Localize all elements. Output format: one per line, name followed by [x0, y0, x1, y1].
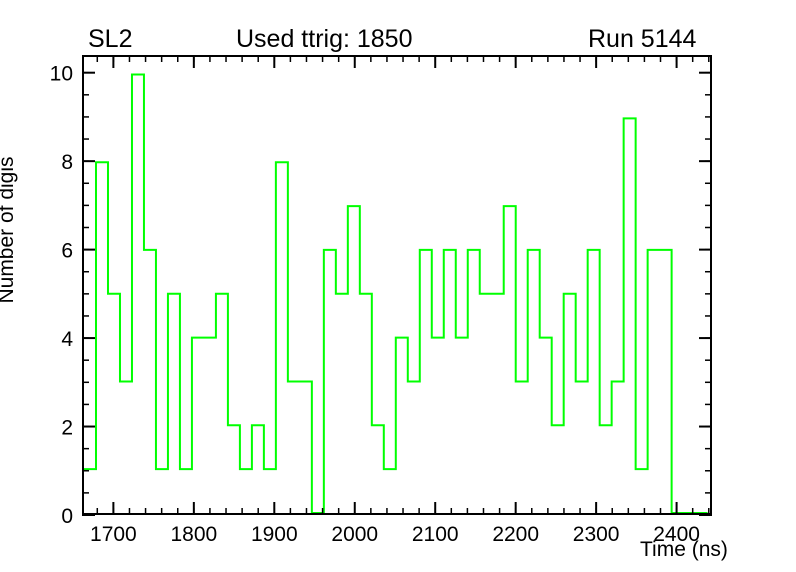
svg-text:8: 8 [61, 151, 73, 174]
pad-title-center: Used ttrig: 1850 [236, 25, 413, 53]
svg-text:2100: 2100 [412, 523, 459, 546]
svg-text:2200: 2200 [492, 523, 539, 546]
y-axis-label-wrapper: Number of digis [0, 120, 25, 340]
x-axis-tick-labels: 1700 1800 1900 2000 2100 2200 2300 2400 [90, 523, 700, 546]
y-axis-tick-labels: 0 2 4 6 8 10 [50, 63, 74, 528]
svg-text:2000: 2000 [331, 523, 378, 546]
data-plot-area [84, 57, 710, 513]
plot-frame [82, 55, 712, 515]
svg-text:1900: 1900 [251, 523, 298, 546]
svg-text:6: 6 [61, 240, 73, 263]
data-series-line [84, 75, 708, 513]
svg-text:4: 4 [61, 328, 73, 351]
svg-text:2300: 2300 [573, 523, 620, 546]
pad-title-right: Run 5144 [588, 25, 697, 53]
svg-text:1800: 1800 [170, 523, 217, 546]
y-axis-label: Number of digis [0, 156, 18, 304]
pad-title-left: SL2 [88, 25, 133, 53]
svg-text:0: 0 [61, 505, 73, 528]
svg-text:10: 10 [50, 63, 73, 86]
x-axis-label: Time (ns) [640, 538, 728, 561]
svg-text:1700: 1700 [90, 523, 137, 546]
svg-text:2: 2 [61, 417, 73, 440]
